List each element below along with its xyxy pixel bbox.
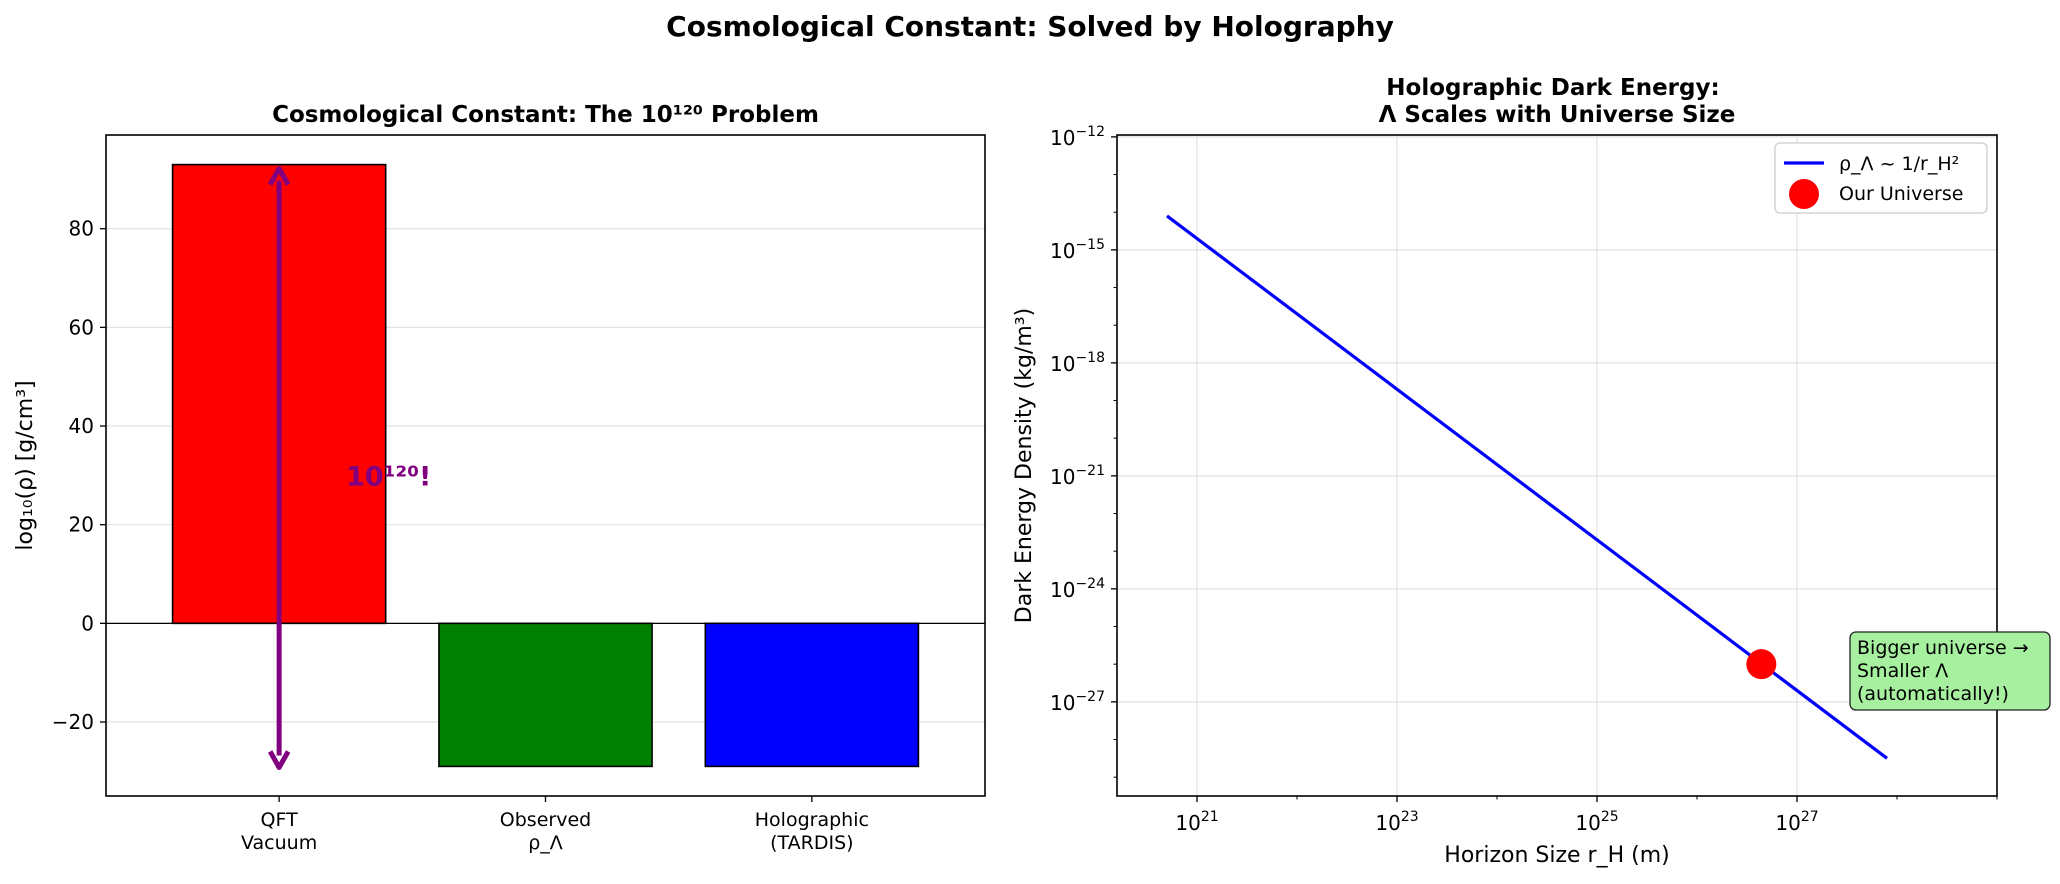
bar-chart-frame: [105, 134, 986, 797]
legend-marker-swatch: [1789, 179, 1819, 209]
ratio-arrow: [267, 166, 291, 770]
x-tick-label: 1027: [1775, 809, 1818, 835]
x-tick-label: (TARDIS): [770, 832, 853, 854]
y-tick-label: 10−15: [1050, 237, 1105, 263]
annotation-text-line: Smaller Λ: [1857, 660, 1948, 682]
x-tick-label: ρ_Λ: [528, 832, 563, 854]
y-tick-label: 10−21: [1050, 463, 1105, 489]
y-tick-label: 10−18: [1050, 350, 1105, 376]
bar-chart-title: Cosmological Constant: The 10¹²⁰ Problem: [272, 102, 819, 128]
x-tick-label: 1021: [1175, 809, 1218, 835]
line-chart: 1021 1023 1025 1027 10−12 10−15 10−18 10−21 10−2…: [1012, 75, 2051, 868]
x-tick-label: 1023: [1375, 809, 1418, 835]
y-tick-label: 20: [69, 513, 94, 537]
figure-suptitle: Cosmological Constant: Solved by Hologra…: [666, 10, 1394, 43]
y-tick-label: 0: [81, 611, 94, 635]
series-line: [1166, 214, 1888, 760]
line-chart-x-axis-label: Horizon Size r_H (m): [1444, 843, 1669, 868]
y-tick-label: 80: [69, 217, 94, 241]
y-tick-label: 10−24: [1050, 576, 1105, 602]
ratio-annotation: 10¹²⁰!: [346, 461, 431, 492]
line-chart-legend: ρ_Λ ~ 1/r_H² Our Universe: [1774, 142, 1988, 214]
line-chart-frame: [1116, 134, 1998, 797]
annotation-text-line: (automatically!): [1857, 683, 2009, 705]
x-tick-label: QFT: [261, 809, 299, 831]
line-chart-title-line-1: Holographic Dark Energy:: [1386, 75, 1719, 101]
annotation-box: [1849, 631, 2051, 711]
y-tick-label: 10−27: [1050, 689, 1105, 715]
x-tick-label: Vacuum: [241, 832, 317, 854]
line-chart-series: [1166, 214, 1888, 760]
legend-label: Our Universe: [1839, 183, 1963, 205]
line-chart-title: Holographic Dark Energy: Λ Scales with U…: [1379, 75, 1736, 128]
line-chart-y-axis-label: Dark Energy Density (kg/m³): [1012, 308, 1037, 623]
bar-chart-y-ticks: −20 0 20 40 60 80: [52, 217, 106, 734]
legend-label: ρ_Λ ~ 1/r_H²: [1839, 153, 1959, 175]
line-chart-title-line-2: Λ Scales with Universe Size: [1379, 102, 1736, 128]
bar-chart-bars: [171, 163, 920, 768]
our-universe-marker: [1746, 649, 1777, 680]
x-tick-label: Holographic: [755, 809, 869, 831]
line-chart-gridlines: [1117, 135, 1997, 796]
line-chart-ticks: 1021 1023 1025 1027 10−12 10−15 10−18 10−21 10−2…: [1050, 124, 1998, 835]
y-tick-label: 10−12: [1050, 124, 1105, 150]
y-tick-label: −20: [52, 710, 94, 734]
bar: [704, 622, 920, 768]
arrow-head-up: [267, 166, 291, 186]
bar: [438, 622, 653, 768]
y-tick-label: 40: [69, 414, 94, 438]
arrow-head-down: [267, 750, 291, 770]
legend-box: [1774, 142, 1988, 214]
annotation-text-line: Bigger universe →: [1857, 637, 2029, 659]
universe-annotation: Bigger universe →Smaller Λ(automatically…: [1849, 631, 2051, 711]
y-tick-label: 60: [69, 315, 94, 339]
x-tick-label: Observed: [500, 809, 591, 831]
x-tick-label: 1025: [1575, 809, 1618, 835]
bar-chart-y-axis-label: log₁₀(ρ) [g/cm³]: [13, 380, 38, 550]
